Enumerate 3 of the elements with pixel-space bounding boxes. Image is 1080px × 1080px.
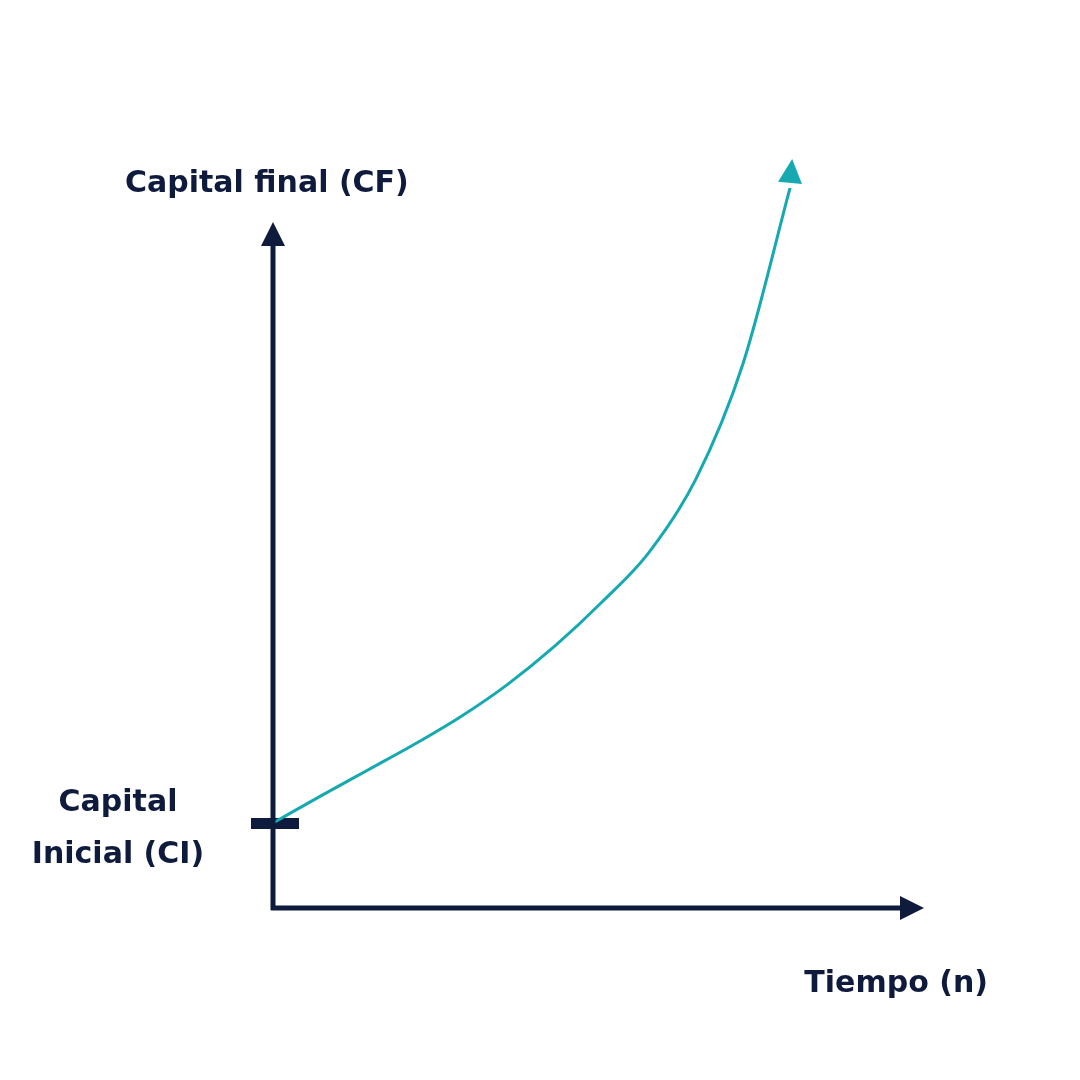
x-axis-title: Tiempo (n) <box>804 964 988 999</box>
text: Capital Inicial (CI) <box>30 782 206 873</box>
y-axis-title: Capital final (CF) <box>125 164 409 199</box>
